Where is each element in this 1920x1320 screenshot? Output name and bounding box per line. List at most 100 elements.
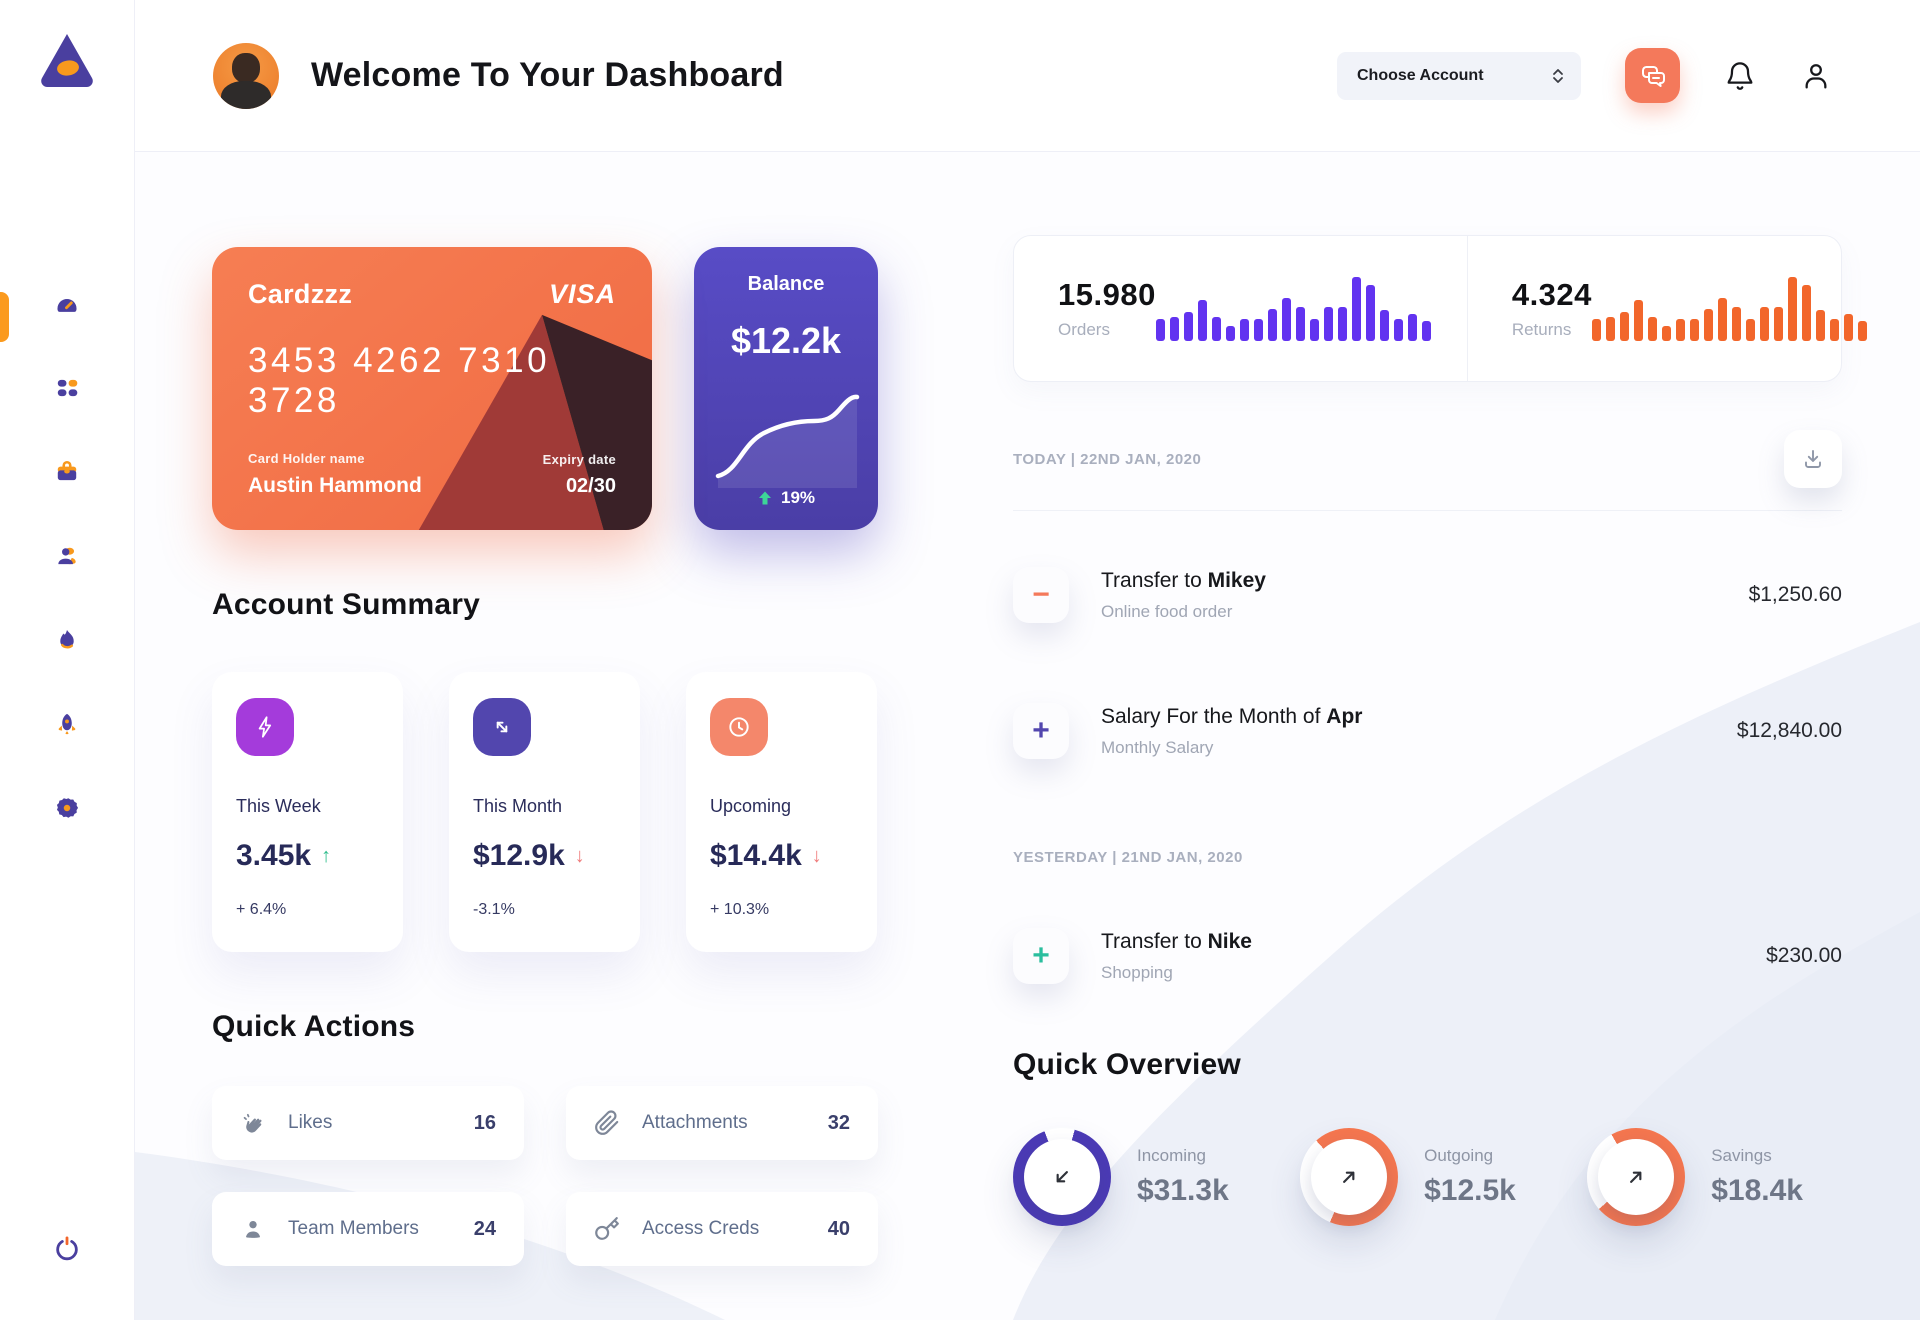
lightning-icon [236,698,294,756]
right-column: 15.980 Orders 4.324 Returns TODAY | 22ND… [1013,235,1867,1226]
sidebar-item-launch[interactable] [54,711,80,737]
summary-label: This Week [236,796,321,816]
member-icon [245,1220,261,1238]
user-avatar[interactable] [213,42,279,109]
quick-actions-grid: Likes 16 Attachments 32 Team Members [212,1086,918,1266]
account-selector[interactable]: Choose Account [1337,51,1581,100]
transaction-amount: $12,840.00 [1736,719,1842,742]
balance-change: 19% [757,488,815,508]
incoming-ring [1013,1128,1111,1226]
sidebar-item-apps[interactable] [54,375,80,401]
action-count: 16 [473,1111,496,1134]
quick-overview-title: Quick Overview [1013,1048,1241,1081]
sidebar-item-projects[interactable] [54,459,80,485]
active-nav-indicator [0,292,9,342]
gauge-value: $12.5k [1424,1174,1516,1207]
avatar-body [221,80,271,109]
summary-value: 3.45k [236,839,312,872]
outgoing-ring [1300,1128,1399,1226]
left-column: Cardzzz VISA 3453 4262 7310 3728 Card Ho… [212,247,918,1266]
transaction-subtitle: Shopping [1101,962,1173,982]
arrow-down-left-icon [1056,1171,1068,1183]
download-icon [1805,450,1821,468]
account-selector-label: Choose Account [1357,66,1484,84]
visa-logo: VISA [548,279,616,309]
action-label: Access Creds [642,1218,760,1239]
card-holder-name: Austin Hammond [248,474,422,497]
sidebar-item-team[interactable] [54,543,80,569]
up-arrow-icon [758,491,771,505]
orders-stat: 15.980 Orders [1014,236,1468,381]
yesterday-header: YESTERDAY | 21ND JAN, 2020 [1013,849,1842,866]
sidebar-item-dashboard[interactable] [54,291,80,317]
action-likes[interactable]: Likes 16 [212,1086,524,1160]
transaction-subtitle: Online food order [1101,601,1233,621]
sidebar-item-activity[interactable] [54,627,80,653]
card-number: 3453 4262 7310 3728 [248,340,551,420]
summary-delta: + 6.4% [236,901,287,918]
today-label: TODAY | 22ND JAN, 2020 [1013,450,1202,468]
page-title: Welcome To Your Dashboard [311,56,784,94]
messages-button[interactable] [1625,48,1680,103]
gauge-value: $18.4k [1711,1174,1803,1207]
gauge-savings: Savings $18.4k [1587,1128,1803,1226]
briefcase-icon [57,461,77,481]
action-label: Likes [288,1112,333,1133]
logout-button[interactable] [53,1235,81,1268]
savings-ring [1587,1128,1686,1226]
transaction-amount: $1,250.60 [1748,583,1842,606]
card-holder-label: Card Holder name [248,451,365,466]
returns-value: 4.324 [1511,277,1592,312]
download-button[interactable] [1784,430,1842,488]
action-team-members[interactable]: Team Members 24 [212,1192,524,1266]
summary-card-this-month: This Month $12.9k ↓ -3.1% [449,672,640,952]
key-icon [595,1217,619,1240]
gauge-label: Savings [1711,1146,1772,1165]
balance-value: $12.2k [730,320,842,361]
gauge-label: Incoming [1137,1146,1206,1165]
app-logo [37,30,97,93]
summary-value: $14.4k [710,839,802,872]
today-header: TODAY | 22ND JAN, 2020 [1013,430,1842,488]
balance-card: Balance $12.2k 19% [694,247,878,530]
summary-card-upcoming: Upcoming $14.4k ↓ + 10.3% [686,672,877,952]
transaction-title: Transfer to Nike [1101,929,1252,953]
user-icon [1805,63,1827,88]
action-label: Attachments [642,1112,748,1133]
main-content: Cardzzz VISA 3453 4262 7310 3728 Card Ho… [135,152,1920,1320]
notifications-button[interactable] [1724,60,1756,92]
action-count: 24 [473,1217,496,1240]
overview-gauges: Incoming $31.3k Outgoing $12. [1013,1128,1803,1226]
transaction-row[interactable]: − Transfer to Mikey Online food order $1… [1013,567,1842,623]
sidebar-nav [54,291,80,821]
gauge-incoming: Incoming $31.3k [1013,1128,1229,1226]
clock-icon [710,698,768,756]
action-attachments[interactable]: Attachments 32 [566,1086,878,1160]
gear-icon [56,798,79,818]
chat-icon [1641,65,1665,87]
summary-cards: This Week 3.45k ↑ + 6.4% This Month [212,672,918,952]
transaction-amount: $230.00 [1766,944,1842,967]
gauge-label: Outgoing [1424,1146,1494,1165]
summary-label: Upcoming [710,796,792,816]
summary-value: $12.9k [473,839,565,872]
transaction-row[interactable]: + Transfer to Nike Shopping $230.00 [1013,928,1842,984]
trend-arrow-icon: ↑ [321,844,332,867]
orders-label: Orders [1058,320,1110,339]
sidebar-item-settings[interactable] [54,795,80,821]
transaction-plus-icon: + [1013,703,1069,759]
triangle-logo-icon [41,34,93,87]
balance-title: Balance [747,273,825,295]
returns-label: Returns [1511,320,1572,339]
orders-value: 15.980 [1058,277,1156,312]
profile-button[interactable] [1800,60,1832,92]
action-access-creds[interactable]: Access Creds 40 [566,1192,878,1266]
summary-delta: + 10.3% [710,901,770,918]
avatar-head [232,52,260,83]
action-count: 32 [827,1111,850,1134]
gauge-value: $31.3k [1137,1174,1229,1207]
balance-sparkline [715,394,860,488]
transaction-row[interactable]: + Salary For the Month of Apr Monthly Sa… [1013,703,1842,759]
header-actions: Choose Account [1337,48,1832,103]
diagonal-arrow-icon [473,698,531,756]
